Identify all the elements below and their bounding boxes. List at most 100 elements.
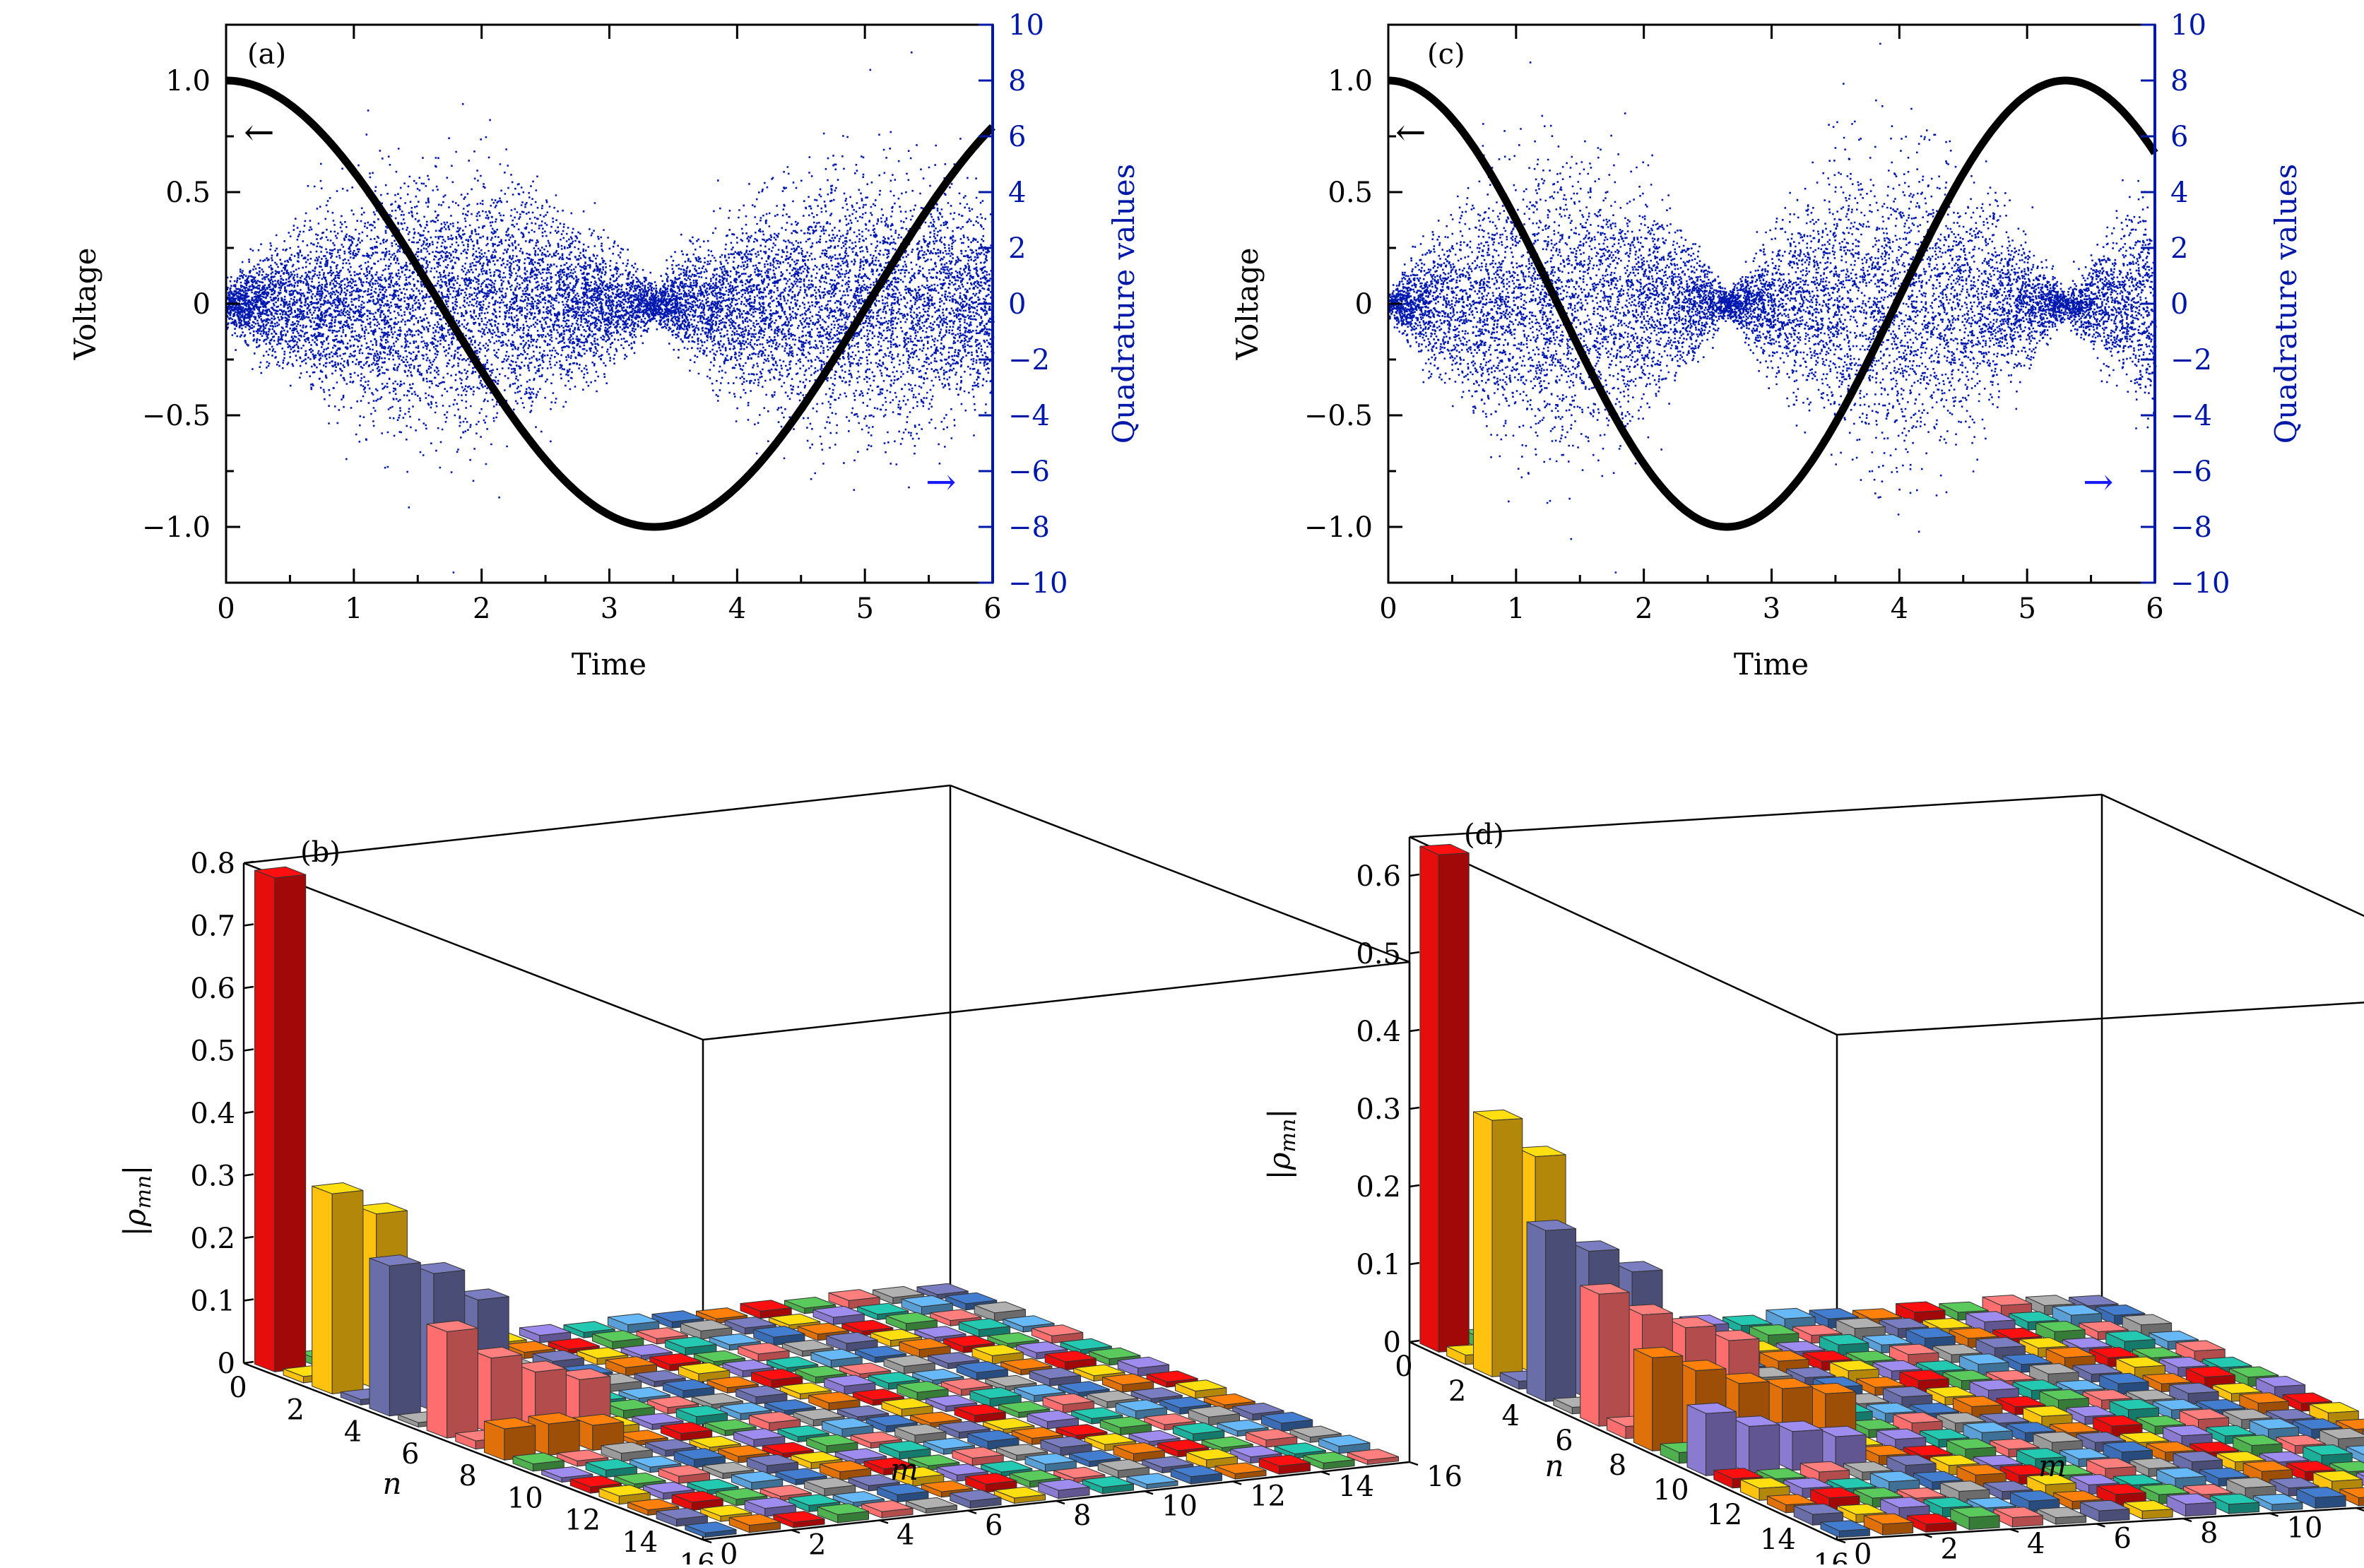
z-tick	[1409, 1030, 1419, 1031]
y-right-tick-label: 2	[2170, 232, 2188, 265]
bar-15-12	[1215, 1463, 1266, 1479]
m-tick-label: 10	[2287, 1512, 2323, 1545]
right-axis-arrow-a: →	[926, 461, 957, 504]
m-tick-label: 4	[897, 1519, 914, 1552]
x-tick-label: 6	[983, 593, 1001, 625]
bar-side	[2013, 1516, 2043, 1527]
x-axis-title-c: Time	[1734, 647, 1809, 682]
bar-15-8	[1039, 1479, 1089, 1498]
bar-15-5	[2037, 1507, 2086, 1524]
bar-15-2	[774, 1511, 825, 1528]
bar-front	[255, 870, 275, 1372]
quadrature-points	[226, 52, 995, 574]
z-axis-title-text-b: |ρmn|	[117, 1165, 156, 1237]
m-tick	[1233, 1482, 1241, 1485]
bar-front	[1580, 1285, 1600, 1426]
y-right-tick-label: −4	[1008, 400, 1050, 432]
y-left-tick-label: 0.5	[165, 177, 211, 209]
bar-8-0	[1633, 1347, 1682, 1451]
bar-side	[332, 1191, 363, 1394]
n-tick-label: 2	[287, 1394, 305, 1426]
y-left-tick-label: −0.5	[1304, 400, 1373, 432]
left-axis-arrow-a: ←	[244, 112, 275, 154]
y-right-tick-label: 6	[2170, 121, 2188, 153]
x-tick-label: 4	[728, 593, 746, 625]
bar-15-10	[1127, 1473, 1178, 1489]
bar-6-0	[1580, 1283, 1629, 1426]
m-tick-label: 12	[1250, 1480, 1286, 1513]
bar-side	[1653, 1356, 1683, 1451]
z-tick-label: 0.1	[190, 1285, 235, 1318]
z-tick	[1409, 952, 1419, 954]
box-edge	[2102, 795, 2364, 992]
bar-front	[427, 1324, 447, 1438]
bar-15-5	[906, 1497, 957, 1513]
m-tick-label: 2	[1941, 1533, 1958, 1565]
y-left-tick-label: −1.0	[1304, 511, 1373, 544]
bar-side	[1546, 1229, 1576, 1402]
z-tick	[244, 1112, 254, 1113]
m-tick-label: 4	[2027, 1528, 2045, 1560]
bar-4-0	[1527, 1220, 1576, 1401]
bar-side	[275, 874, 306, 1372]
y-left-tick-label: −1.0	[142, 511, 211, 544]
x-tick-label: 3	[1763, 593, 1780, 625]
x-tick-label: 6	[2146, 593, 2163, 625]
bar-6-0	[427, 1321, 478, 1438]
n-tick-label: 10	[507, 1482, 543, 1514]
y-left-tick-label: 0.5	[1328, 177, 1373, 209]
bar-15-6	[950, 1490, 1001, 1508]
n-tick-label: 10	[1653, 1474, 1689, 1507]
m-tick-label: 6	[985, 1509, 1003, 1542]
bar-15-14	[1304, 1452, 1354, 1470]
m-tick	[1145, 1491, 1153, 1494]
x-axis-title-a: Time	[572, 647, 646, 682]
n-tick-label: 14	[1760, 1524, 1796, 1556]
box-edge	[950, 785, 1409, 962]
quadrature-scatter-c	[1388, 43, 2157, 574]
n-tick-label: 0	[229, 1372, 247, 1404]
z-tick	[1409, 874, 1419, 876]
m-tick-label: 0	[1854, 1538, 1872, 1564]
bar-8-1	[528, 1413, 579, 1455]
z-axis-title-d: |ρmn|	[1262, 1109, 1301, 1180]
bar-15-4	[862, 1501, 913, 1519]
bar-side	[2142, 1509, 2173, 1519]
box-edge	[244, 785, 950, 863]
bar-side	[1492, 1119, 1523, 1377]
bar-front	[1474, 1112, 1493, 1377]
bar-side	[2229, 1502, 2259, 1514]
n-tick-label: 12	[1706, 1499, 1742, 1531]
m-tick-label: 8	[2200, 1517, 2218, 1550]
y-right-tick-label: −10	[1008, 567, 1068, 600]
bars-3d-b	[255, 867, 1399, 1537]
y-right-tick-label: 10	[1008, 9, 1044, 42]
n-tick-label: 8	[459, 1460, 476, 1492]
m-tick	[791, 1530, 800, 1533]
n-axis-title-b: n	[382, 1466, 401, 1501]
y-right-tick-label: 0	[2170, 288, 2188, 321]
m-tick	[1321, 1472, 1330, 1475]
y-right-tick-label: 8	[1008, 65, 1026, 97]
n-tick-label: 16	[1814, 1548, 1850, 1564]
box-edge	[703, 962, 1409, 1040]
box-edge	[1409, 795, 2102, 837]
left-axis-arrow-c: ←	[1395, 112, 1426, 154]
bar-2-0	[1474, 1110, 1523, 1377]
y-right-tick-label: −6	[2170, 456, 2212, 488]
quadrature-points	[1388, 43, 2157, 574]
bar-front	[1687, 1405, 1706, 1475]
x-tick-label: 0	[217, 593, 235, 625]
n-tick-label: 6	[401, 1438, 419, 1471]
x-tick-label: 2	[1635, 593, 1653, 625]
x-tick-label: 5	[2018, 593, 2035, 625]
bar-side	[389, 1263, 420, 1416]
panel-label-a: (a)	[247, 38, 286, 71]
z-tick	[1409, 1263, 1419, 1264]
bar-side	[1883, 1522, 1913, 1535]
bar-side	[2315, 1496, 2346, 1509]
box-edge	[1837, 992, 2364, 1035]
